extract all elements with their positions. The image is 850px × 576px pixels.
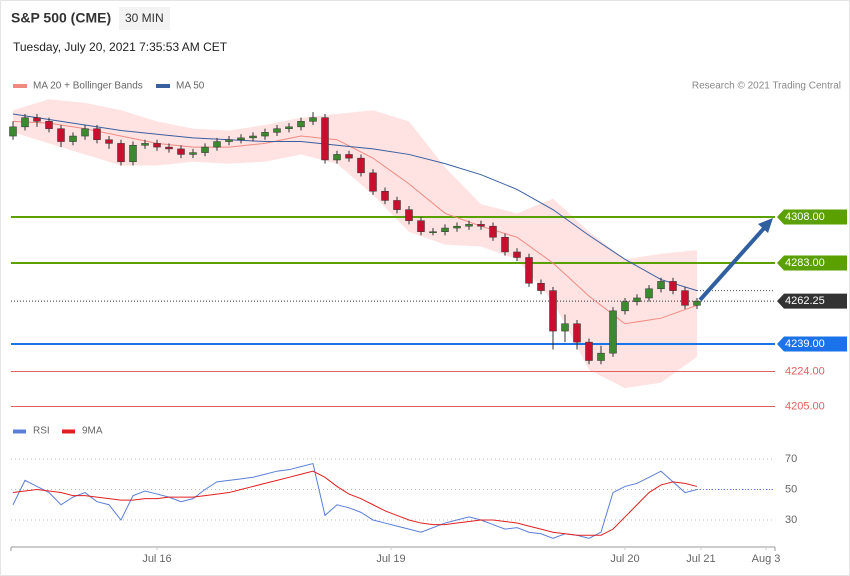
projection-arrow (698, 224, 768, 302)
candle-body (429, 231, 437, 233)
candle-body (441, 227, 449, 232)
candle-body (657, 281, 665, 290)
candle-body (321, 117, 329, 161)
candle-body (477, 224, 485, 227)
candle-body (573, 323, 581, 343)
timestamp: Tuesday, July 20, 2021 7:35:53 AM CET (13, 40, 228, 54)
legend-label: 9MA (82, 426, 103, 437)
x-tick-label: Jul 16 (142, 553, 171, 565)
legend-label: RSI (33, 426, 50, 437)
level-label-box (777, 293, 847, 309)
title: S&P 500 (CME) (11, 10, 111, 26)
y-tick-label: 50 (785, 483, 797, 495)
x-tick-label: Jul 21 (686, 553, 715, 565)
legend-swatch (13, 429, 26, 434)
candle-body (261, 132, 269, 137)
candle-body (141, 143, 149, 146)
candle-body (33, 117, 41, 122)
candle-body (465, 224, 473, 227)
level-label: 4224.00 (785, 365, 825, 377)
candle-body (129, 144, 137, 163)
credit: Research © 2021 Trading Central (692, 81, 841, 92)
interval: 30 MIN (125, 11, 164, 25)
candle-body (177, 148, 185, 155)
y-tick-label: 30 (785, 514, 797, 526)
candle-body (81, 128, 89, 137)
y-tick-label: 70 (785, 453, 797, 465)
candle-body (9, 126, 17, 137)
series-line (12, 462, 698, 539)
candle-body (405, 209, 413, 221)
legend-label: MA 50 (176, 81, 205, 92)
level-label-box (777, 255, 847, 271)
candle-body (525, 257, 533, 284)
level-label: 4239.00 (785, 338, 825, 350)
candle-body (237, 137, 245, 140)
candle-body (669, 281, 677, 291)
candle-body (345, 154, 353, 159)
level-label: 4283.00 (785, 257, 825, 269)
candle-body (333, 154, 341, 161)
candle-body (537, 282, 545, 291)
candle-body (681, 290, 689, 306)
series-line (12, 113, 698, 292)
legend-swatch (156, 84, 170, 88)
candle-body (201, 146, 209, 153)
level-label: 4205.00 (785, 400, 825, 412)
candle-body (285, 126, 293, 129)
candle-body (381, 190, 389, 201)
candle-body (21, 117, 29, 128)
candle-body (621, 301, 629, 312)
series-line (12, 120, 698, 325)
level-label-box (777, 336, 847, 352)
candle-body (273, 128, 281, 133)
candle-body (69, 135, 77, 142)
candle-body (225, 139, 233, 142)
candle-body (585, 341, 593, 361)
x-tick-label: Aug 3 (752, 553, 781, 565)
candle-body (453, 225, 461, 229)
candle-body (645, 288, 653, 299)
candle-body (513, 251, 521, 258)
candle-body (57, 128, 65, 142)
candle-body (213, 141, 221, 148)
level-label-box (777, 209, 847, 225)
candle-body (297, 121, 305, 128)
candle-body (489, 225, 497, 238)
candle-body (609, 310, 617, 354)
candle-body (633, 297, 641, 302)
candle-body (105, 139, 113, 144)
candle-body (117, 143, 125, 163)
candle-body (417, 220, 425, 232)
legend-swatch (13, 84, 27, 88)
candle-body (153, 143, 161, 148)
x-tick-label: Jul 20 (610, 553, 639, 565)
series-line (12, 470, 698, 536)
arrow-head (758, 218, 773, 233)
candle-body (249, 135, 257, 139)
candle-body (369, 172, 377, 192)
candle-body (45, 121, 53, 129)
x-tick-label: Jul 19 (376, 553, 405, 565)
candle-body (549, 290, 557, 332)
candle-body (393, 200, 401, 210)
candle-body (501, 236, 509, 253)
interval-box (119, 7, 170, 30)
candle-body (597, 352, 605, 361)
level-label: 4262.25 (785, 295, 825, 307)
legend-label: MA 20 + Bollinger Bands (33, 81, 143, 92)
candle-body (309, 117, 317, 122)
candle-body (357, 157, 365, 174)
candle-body (693, 300, 701, 306)
candle-body (561, 323, 569, 332)
candle-body (189, 152, 197, 155)
candle-body (165, 146, 173, 150)
level-label: 4308.00 (785, 211, 825, 223)
legend-swatch (62, 429, 75, 434)
candle-body (93, 128, 101, 140)
